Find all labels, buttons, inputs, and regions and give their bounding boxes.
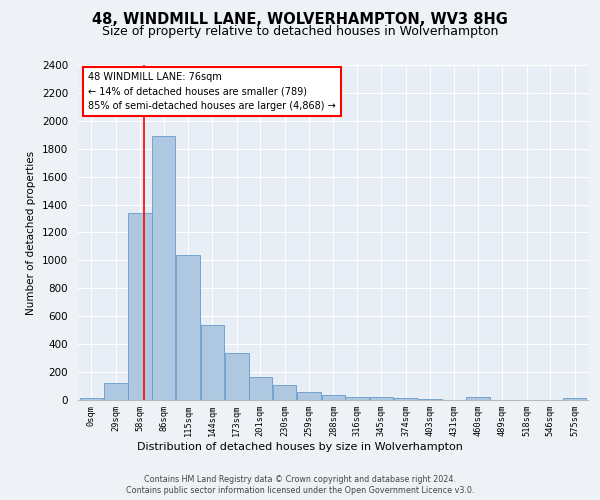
Text: 48, WINDMILL LANE, WOLVERHAMPTON, WV3 8HG: 48, WINDMILL LANE, WOLVERHAMPTON, WV3 8H… xyxy=(92,12,508,28)
Bar xyxy=(563,398,586,400)
Bar xyxy=(104,383,128,400)
Bar xyxy=(176,255,200,400)
Bar xyxy=(80,398,103,400)
Text: Contains HM Land Registry data © Crown copyright and database right 2024.: Contains HM Land Registry data © Crown c… xyxy=(144,475,456,484)
Bar xyxy=(248,377,272,400)
Bar xyxy=(394,398,418,400)
Bar xyxy=(225,353,248,400)
Bar xyxy=(322,395,345,400)
Y-axis label: Number of detached properties: Number of detached properties xyxy=(26,150,37,314)
Bar xyxy=(200,324,224,400)
Bar xyxy=(152,136,175,400)
Bar xyxy=(128,213,152,400)
Bar xyxy=(370,397,393,400)
Text: Distribution of detached houses by size in Wolverhampton: Distribution of detached houses by size … xyxy=(137,442,463,452)
Bar xyxy=(466,397,490,400)
Bar xyxy=(418,399,442,400)
Bar xyxy=(297,392,321,400)
Bar xyxy=(273,384,296,400)
Text: Size of property relative to detached houses in Wolverhampton: Size of property relative to detached ho… xyxy=(102,25,498,38)
Text: 48 WINDMILL LANE: 76sqm
← 14% of detached houses are smaller (789)
85% of semi-d: 48 WINDMILL LANE: 76sqm ← 14% of detache… xyxy=(88,72,336,112)
Text: Contains public sector information licensed under the Open Government Licence v3: Contains public sector information licen… xyxy=(126,486,474,495)
Bar xyxy=(345,396,369,400)
